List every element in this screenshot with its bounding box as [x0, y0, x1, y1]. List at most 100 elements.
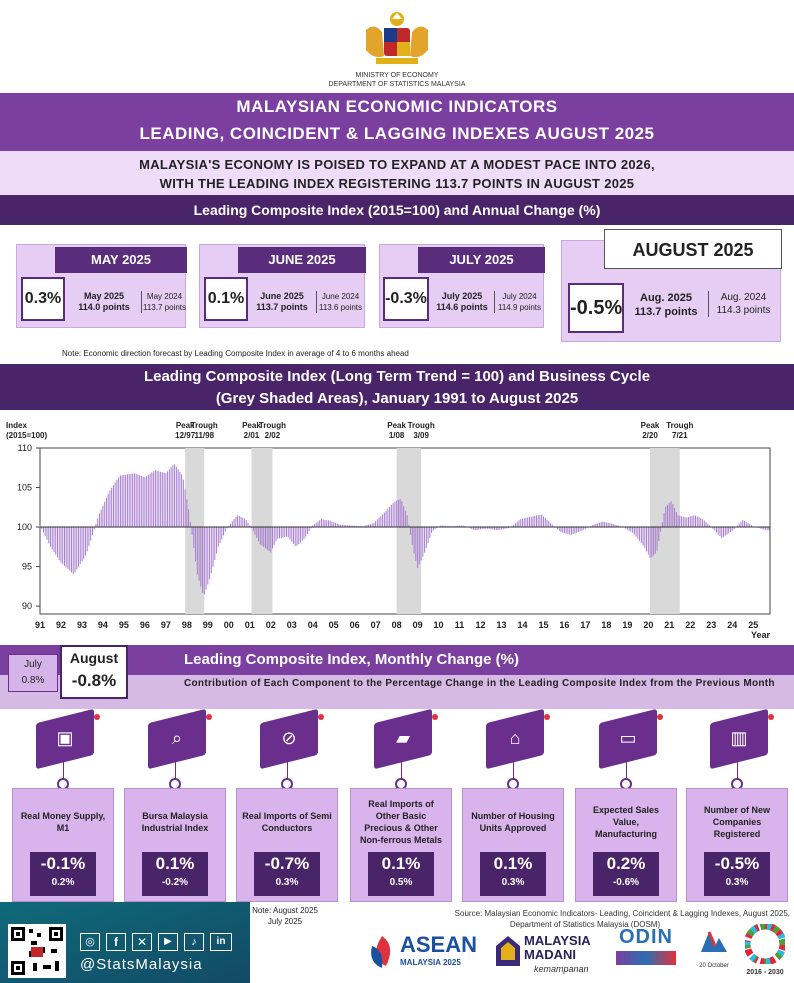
section2-title: Leading Composite Index (Long Term Trend…: [0, 364, 794, 410]
asean-text: ASEAN: [400, 932, 478, 957]
tag-pin: [94, 714, 100, 720]
component-card: ⌕ Bursa Malaysia Industrial Index 0.1% -…: [124, 708, 226, 902]
month-card-header: JULY 2025: [418, 247, 545, 273]
cycle-annotation-label: Peak: [176, 421, 195, 430]
x-tick-label: 09: [413, 620, 423, 630]
component-value-badge: 0.1% 0.3%: [480, 852, 546, 896]
madani-text: MALAYSIA MADANI: [524, 933, 591, 962]
previous-label: July 2024: [502, 292, 537, 301]
previous-value: 114.9 points: [498, 303, 541, 312]
component-name: Real Imports of Other Basic Precious & O…: [359, 799, 442, 845]
cycle-annotation-date: 3/09: [413, 431, 429, 440]
cycle-annotation-label: Trough: [408, 421, 435, 430]
asean-swirl-icon: [371, 936, 391, 968]
x-tick-label: 92: [56, 620, 66, 630]
x-tick-label: 22: [685, 620, 695, 630]
component-card: ▭ Expected Sales Value, Manufacturing 0.…: [575, 708, 677, 902]
metal-bar-icon: ▰: [396, 728, 410, 748]
component-name: Expected Sales Value, Manufacturing: [592, 805, 660, 839]
y-tick-label: 100: [17, 522, 32, 532]
buildings-icon: ▥: [730, 728, 748, 748]
component-jul-value: 0.3%: [501, 877, 525, 888]
stats-day-logo: 20 October: [692, 926, 736, 976]
month-pct: -0.3%: [383, 277, 429, 321]
x-tick-label: 97: [161, 620, 171, 630]
tag-pin: [657, 714, 663, 720]
connector-line: [401, 762, 402, 782]
component-name: Real Money Supply, M1: [20, 811, 106, 833]
cycle-annotation-label: Peak: [641, 421, 660, 430]
component-card: ⊘ Real Imports of Semi Conductors -0.7% …: [236, 708, 338, 902]
cycle-annotation-date: 2/01: [244, 431, 260, 440]
source-line-2: Department of Statistics Malaysia (DOSM): [509, 920, 661, 929]
component-aug-value: -0.5%: [714, 854, 760, 873]
source-line-1: Source: Malaysian Economic Indicators- L…: [454, 909, 790, 918]
footer-note-aug: Note: August 2025: [252, 906, 318, 915]
monthly-change-subtitle: Contribution of Each Component to the Pe…: [184, 678, 775, 689]
y-axis-label-unit: (2015=100): [6, 431, 47, 440]
x-tick-label: 04: [308, 620, 318, 630]
x-tick-label: 17: [580, 620, 590, 630]
coat-of-arms-logo: [356, 10, 438, 70]
current-label: Aug. 2025: [640, 292, 692, 304]
x-tick-label: 16: [559, 620, 569, 630]
month-previous: July 2024 114.9 points: [494, 291, 544, 313]
component-card: ▰ Real Imports of Other Basic Precious &…: [350, 708, 452, 902]
section2-title-line-2: (Grey Shaded Areas), January 1991 to Aug…: [215, 390, 579, 407]
monthly-change-subtitle-bar: [0, 675, 794, 709]
x-icon[interactable]: ✕: [132, 933, 152, 951]
youtube-icon[interactable]: ▶: [158, 933, 178, 951]
madani-subtext: kemampanan: [534, 964, 589, 974]
cycle-annotation-date: 12/97: [175, 431, 196, 440]
x-tick-label: 07: [371, 620, 381, 630]
x-tick-label: 11: [455, 620, 465, 630]
component-value-badge: 0.1% -0.2%: [142, 852, 208, 896]
cycle-annotation-label: Peak: [242, 421, 261, 430]
component-card: ▥ Number of New Companies Registered -0.…: [686, 708, 788, 902]
month-card-june: JUNE 2025 0.1% June 2025 113.7 points Ju…: [199, 244, 366, 328]
month-card-august: AUGUST 2025 -0.5% Aug. 2025 113.7 points…: [561, 229, 782, 342]
month-card-may: MAY 2025 0.3% May 2025 114.0 points May …: [16, 244, 187, 328]
component-box: [350, 788, 452, 902]
headline-line-2: WITH THE LEADING INDEX REGISTERING 113.7…: [159, 176, 635, 191]
section1-title: Leading Composite Index (2015=100) and A…: [0, 195, 794, 225]
august-change-badge: August -0.8%: [60, 645, 128, 699]
odin-bars-icon: [616, 951, 676, 965]
july-change-badge: July 0.8%: [8, 654, 58, 692]
cycle-annotation-date: 7/21: [672, 431, 688, 440]
recession-shade: [185, 448, 205, 614]
instagram-icon[interactable]: ◎: [80, 933, 100, 951]
month-previous: May 2024 113.7 points: [141, 291, 187, 313]
sdg-text: 2016 - 2030: [746, 969, 784, 976]
previous-label: June 2024: [321, 292, 360, 301]
y-tick-label: 95: [22, 562, 32, 572]
month-current: June 2025 113.7 points: [252, 291, 312, 313]
cycle-annotation-date: 2/02: [265, 431, 281, 440]
x-tick-label: 23: [706, 620, 716, 630]
section2-title-line-1: Leading Composite Index (Long Term Trend…: [143, 368, 651, 385]
facebook-icon[interactable]: f: [106, 933, 126, 951]
x-tick-label: 13: [496, 620, 506, 630]
linkedin-icon[interactable]: in: [210, 933, 232, 951]
footer-note: Note: August 2025 July 2025: [240, 905, 330, 927]
month-card-july: JULY 2025 -0.3% July 2025 114.6 points J…: [379, 244, 545, 328]
tiktok-icon[interactable]: ♪: [184, 933, 204, 951]
component-value-badge: -0.5% 0.3%: [704, 852, 770, 896]
tag-pin: [206, 714, 212, 720]
x-tick-label: 02: [266, 620, 276, 630]
ministry-label: MINISTRY OF ECONOMY: [355, 72, 439, 79]
components-row: ▣ Real Money Supply, M1 -0.1% 0.2% ⌕ Bur…: [0, 708, 794, 902]
social-handle[interactable]: @StatsMalaysia: [80, 956, 203, 973]
monthly-change-title: Leading Composite Index, Monthly Change …: [184, 651, 520, 668]
y-axis-label: Index: [6, 421, 27, 430]
connector-line: [626, 762, 627, 782]
qr-code[interactable]: [8, 924, 66, 978]
connector-line: [513, 762, 514, 782]
connector-line: [287, 762, 288, 782]
month-previous: June 2024 113.6 points: [316, 291, 364, 313]
x-tick-label: 12: [476, 620, 486, 630]
component-name: Bursa Malaysia Industrial Index: [141, 811, 209, 833]
component-jul-value: 0.2%: [51, 877, 75, 888]
component-aug-value: -0.7%: [264, 854, 310, 873]
connector-line: [63, 762, 64, 782]
